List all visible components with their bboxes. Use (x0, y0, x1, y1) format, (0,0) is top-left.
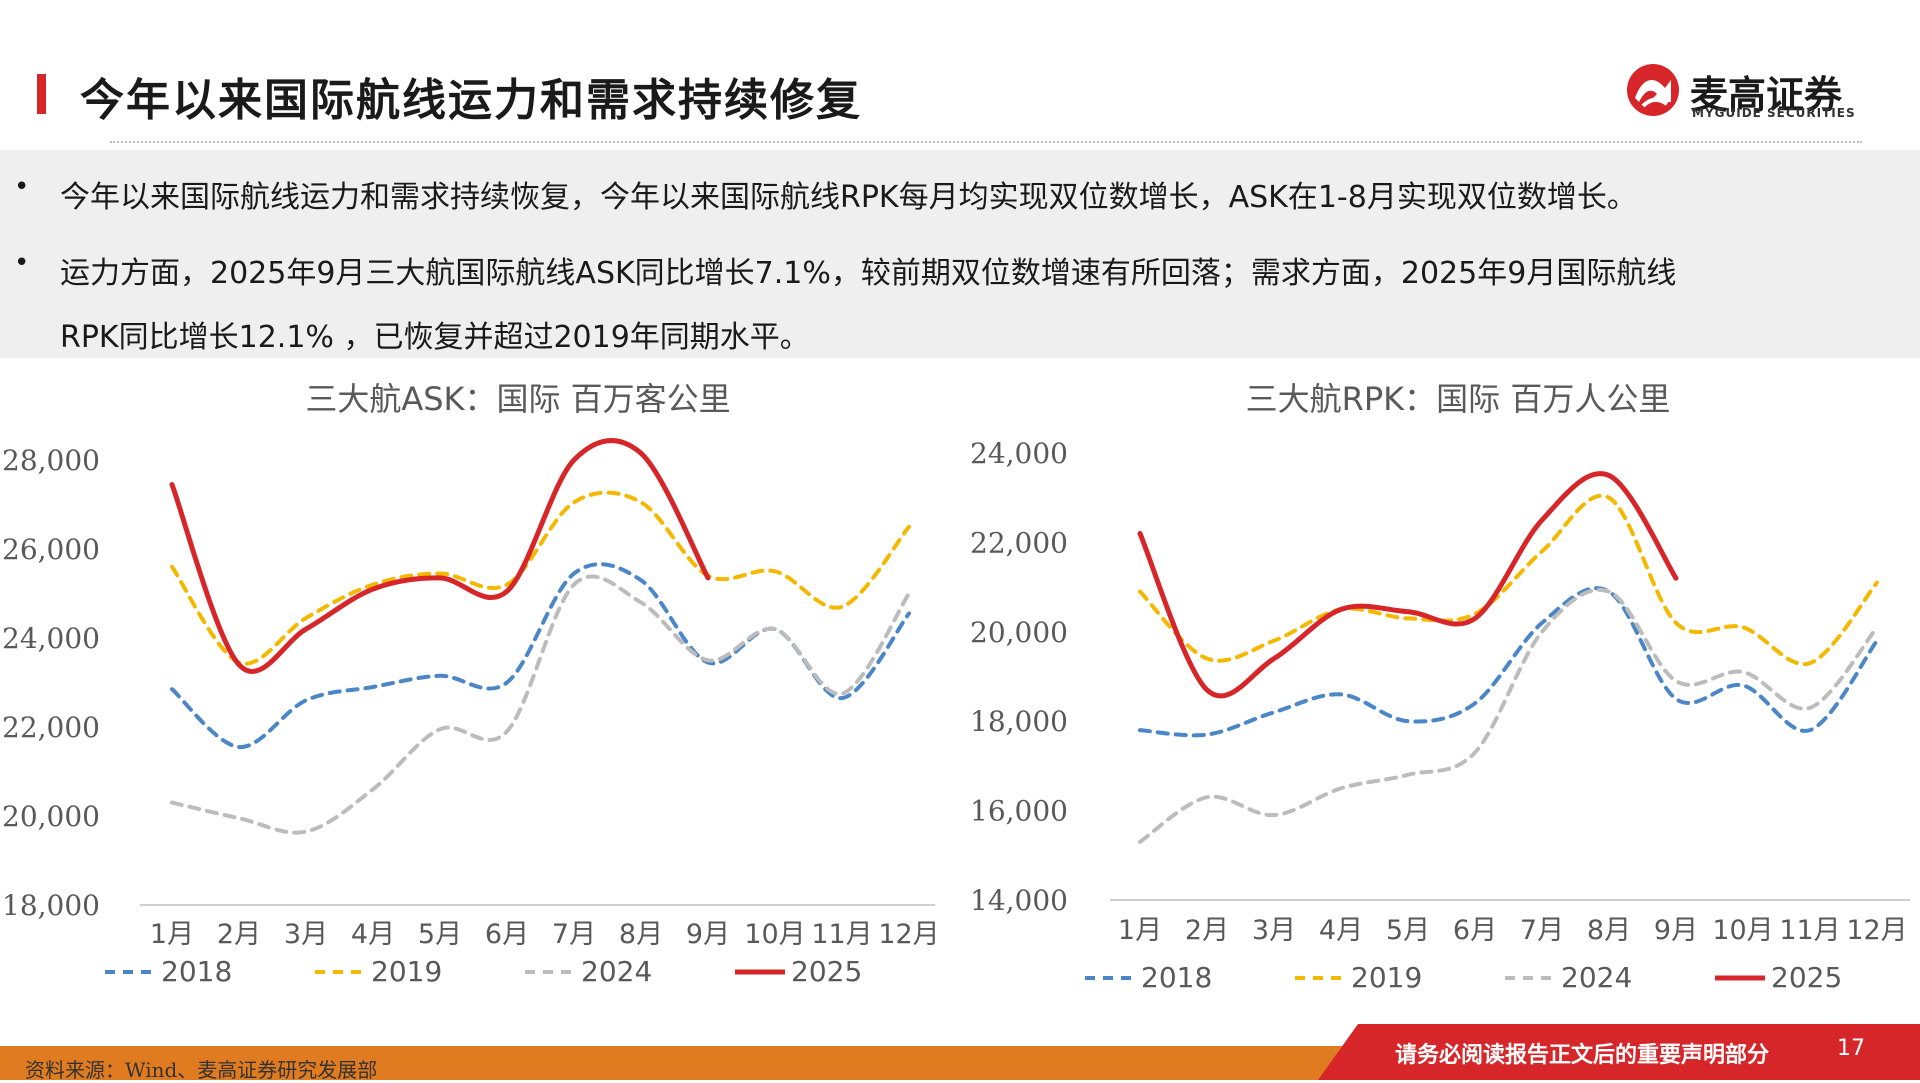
legend-label-2025: 2025 (1771, 961, 1842, 994)
summary-box: • 今年以来国际航线运力和需求持续恢复，今年以来国际航线RPK每月均实现双位数增… (0, 150, 1920, 358)
source-note: 资料来源：Wind、麦高证券研究发展部 (25, 1058, 378, 1082)
bullet-1-text: 今年以来国际航线运力和需求持续恢复，今年以来国际航线RPK每月均实现双位数增长，… (60, 180, 1637, 215)
rpk-chart: 三大航RPK：国际 百万人公里 14,000 16,000 18,000 20,000 2… (960, 365, 1920, 1035)
series-line-2025 (1137, 471, 1679, 699)
ask-chart-svg: 三大航ASK：国际 百万客公里 18,000 20,000 22,000 24,000 2… (2, 380, 940, 988)
page-number: 17 (1837, 1036, 1865, 1061)
chart-title: 三大航ASK：国际 百万客公里 (305, 380, 730, 418)
legend-label-2024: 2024 (1561, 961, 1632, 994)
y-tick-label: 16,000 (970, 795, 1068, 828)
y-tick-label: 22,000 (970, 526, 1068, 559)
x-tick-label: 6月 (1453, 915, 1497, 946)
x-tick-label: 2月 (1185, 915, 1229, 946)
bullet-dot-icon: • (14, 172, 30, 202)
y-tick-label: 20,000 (970, 616, 1068, 649)
x-tick-label: 12月 (1846, 915, 1907, 946)
series-line-2018 (170, 562, 911, 749)
logo-english-name: MYGUIDE SECURITIES (1692, 106, 1856, 120)
series-line-2024 (170, 574, 911, 835)
x-tick-label: 7月 (552, 919, 596, 950)
x-tick-label: 11月 (811, 919, 872, 950)
x-tick-label: 8月 (619, 919, 663, 950)
bullet-2-text-line1: 运力方面，2025年9月三大航国际航线ASK同比增长7.1%，较前期双位数增速有… (60, 256, 1677, 291)
y-tick-label: 20,000 (2, 800, 100, 833)
x-tick-label: 11月 (1779, 915, 1840, 946)
bullet-2-text-line2: RPK同比增长12.1% ，已恢复并超过2019年同期水平。 (60, 320, 810, 355)
company-logo: 麦高证券 MYGUIDE SECURITIES (1625, 62, 1870, 124)
x-tick-label: 3月 (284, 919, 328, 950)
x-tick-label: 1月 (150, 919, 194, 950)
y-tick-label: 28,000 (2, 444, 100, 477)
series-line-2025 (169, 438, 711, 674)
chart-title: 三大航RPK：国际 百万人公里 (1246, 380, 1671, 418)
ask-chart: 三大航ASK：国际 百万客公里 18,000 20,000 22,000 24,000 2… (0, 365, 960, 1035)
footer-red-banner (1318, 1024, 1920, 1080)
y-tick-label: 18,000 (970, 705, 1068, 738)
x-tick-label: 1月 (1118, 915, 1162, 946)
rpk-chart-svg: 三大航RPK：国际 百万人公里 14,000 16,000 18,000 20,000 2… (970, 380, 1910, 994)
x-tick-label: 3月 (1252, 915, 1296, 946)
y-tick-label: 18,000 (2, 889, 100, 922)
x-tick-label: 9月 (686, 919, 730, 950)
series-line-2024 (1138, 588, 1879, 844)
x-tick-label: 2月 (217, 919, 261, 950)
logo-mark-icon (1627, 64, 1679, 116)
x-tick-label: 10月 (1712, 915, 1773, 946)
x-tick-label: 10月 (744, 919, 805, 950)
y-tick-label: 24,000 (970, 437, 1068, 470)
y-tick-label: 22,000 (2, 711, 100, 744)
series-line-2019 (170, 490, 911, 666)
page-title: 今年以来国际航线运力和需求持续修复 (80, 75, 862, 126)
y-tick-label: 14,000 (970, 884, 1068, 917)
x-tick-label: 12月 (878, 919, 939, 950)
x-tick-label: 5月 (1386, 915, 1430, 946)
charts-area: 三大航ASK：国际 百万客公里 18,000 20,000 22,000 24,000 2… (0, 365, 1920, 1035)
x-tick-label: 4月 (1319, 915, 1363, 946)
disclaimer-note: 请务必阅读报告正文后的重要声明部分 (1395, 1043, 1770, 1068)
series-line-2019 (1138, 493, 1879, 667)
series-line-2018 (1138, 586, 1879, 738)
legend-label-2019: 2019 (1351, 961, 1422, 994)
legend-label-2018: 2018 (161, 955, 232, 988)
x-tick-label: 7月 (1520, 915, 1564, 946)
x-tick-label: 4月 (351, 919, 395, 950)
x-tick-label: 6月 (485, 919, 529, 950)
legend-label-2018: 2018 (1141, 961, 1212, 994)
x-tick-label: 8月 (1587, 915, 1631, 946)
title-accent-bar (37, 74, 46, 114)
y-tick-label: 24,000 (2, 622, 100, 655)
legend-label-2025: 2025 (791, 955, 862, 988)
legend-label-2024: 2024 (581, 955, 652, 988)
x-tick-label: 5月 (418, 919, 462, 950)
y-tick-label: 26,000 (2, 533, 100, 566)
bullet-dot-icon: • (14, 248, 30, 278)
title-divider (110, 141, 1862, 143)
logo-chinese-name: 麦高证券 (1690, 73, 1843, 117)
legend-label-2019: 2019 (371, 955, 442, 988)
x-tick-label: 9月 (1654, 915, 1698, 946)
